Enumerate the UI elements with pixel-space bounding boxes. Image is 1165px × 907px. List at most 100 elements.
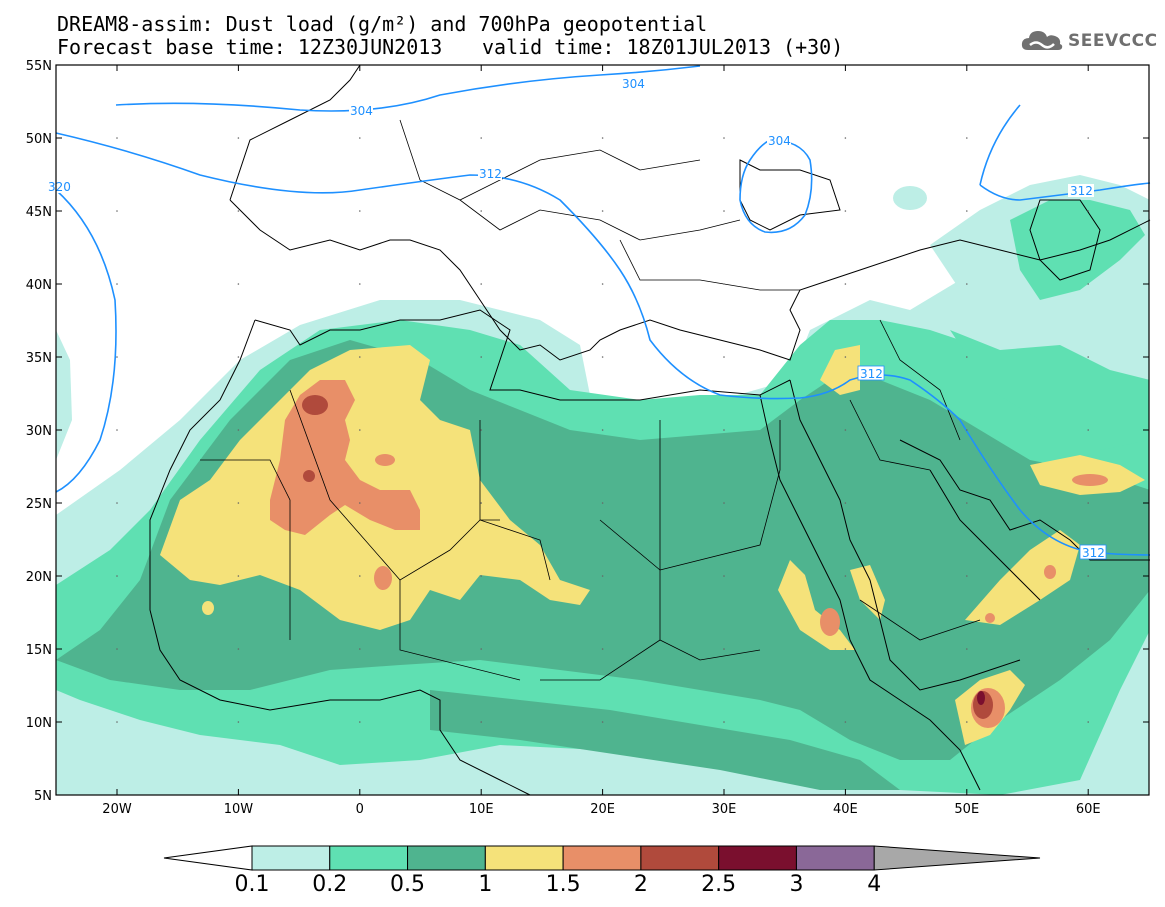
contour-label: 304 <box>350 104 373 118</box>
grid-dot <box>116 502 118 504</box>
grid-dot <box>359 721 361 723</box>
grid-dot <box>237 721 240 723</box>
grid-dot <box>723 502 725 504</box>
grid-dot <box>1087 502 1089 504</box>
grid-dot <box>844 648 847 650</box>
lon-label: 20W <box>102 802 132 817</box>
colorbar-label: 1 <box>478 872 492 897</box>
grid-dot <box>1087 721 1089 723</box>
dust-level-2-morocco <box>302 395 328 415</box>
lon-label: 50E <box>954 802 979 817</box>
grid-dot <box>723 648 725 650</box>
lon-label: 30E <box>712 802 737 817</box>
grid-dot <box>723 137 725 139</box>
grid-dot <box>116 137 118 139</box>
coastlines <box>149 64 1151 796</box>
lat-label: 55N <box>26 59 52 74</box>
lat-label: 20N <box>26 570 52 585</box>
grid-dot <box>480 356 483 358</box>
grid-dot <box>966 429 968 431</box>
grid-dot <box>1087 429 1089 431</box>
colorbar-label: 0.1 <box>235 872 270 897</box>
grid-dot <box>116 356 118 358</box>
grid-dot <box>359 283 361 285</box>
grid-dot <box>359 210 361 212</box>
grid-dot <box>116 429 118 431</box>
colorbar-swatch <box>718 845 797 871</box>
grid-dots <box>116 137 1089 723</box>
valid-time: valid time: 18Z01JUL2013 (+30) <box>482 35 844 59</box>
grid-dot <box>359 429 361 431</box>
dust-level-1.5-spot2 <box>375 454 395 466</box>
grid-dot <box>723 575 725 577</box>
colorbar-label: 1.5 <box>546 872 581 897</box>
contour-label: 312 <box>479 167 502 181</box>
dust-level-0.1-blob <box>893 186 927 210</box>
dust-level-1.5-oman <box>1044 565 1056 579</box>
lat-label: 45N <box>26 205 52 220</box>
grid-dot <box>601 137 604 139</box>
grid-dot <box>844 356 847 358</box>
grid-dot <box>480 648 483 650</box>
dust-level-2-algeria <box>303 470 315 482</box>
grid-dot <box>1087 283 1089 285</box>
dust-level-0.1-west <box>56 330 72 460</box>
grid-dot <box>844 429 847 431</box>
latitude-axis: 55N 50N 45N 40N 35N 30N 25N 20N 15N 10N 5N <box>26 59 1149 804</box>
grid-dot <box>844 721 847 723</box>
grid-dot <box>116 721 118 723</box>
dust-level-0.2-iran <box>950 330 1149 450</box>
colorbar-swatch <box>640 845 720 871</box>
grid-dot <box>237 356 240 358</box>
dust-level-1-oman <box>965 530 1080 625</box>
grid-dot <box>237 283 240 285</box>
grid-dot <box>359 137 361 139</box>
geopotential-contours <box>55 65 1151 556</box>
lat-label: 25N <box>26 497 52 512</box>
grid-dot <box>601 575 604 577</box>
grid-dot <box>966 721 968 723</box>
grid-dot <box>966 356 968 358</box>
grid-dot <box>723 356 725 358</box>
contour-label: 304 <box>768 134 791 148</box>
lat-label: 40N <box>26 278 52 293</box>
lat-label: 10N <box>26 716 52 731</box>
grid-dot <box>966 137 968 139</box>
lat-label: 15N <box>26 643 52 658</box>
grid-dot <box>480 429 483 431</box>
grid-dot <box>601 502 604 504</box>
grid-dot <box>480 575 483 577</box>
colorbar-label: 0.2 <box>312 872 347 897</box>
lon-label: 40E <box>833 802 858 817</box>
grid-dot <box>844 502 847 504</box>
grid-dot <box>966 648 968 650</box>
grid-dot <box>237 575 240 577</box>
grid-dot <box>237 648 240 650</box>
grid-dot <box>1087 648 1089 650</box>
lon-label: 60E <box>1076 802 1101 817</box>
grid-dot <box>359 575 361 577</box>
grid-dot <box>844 210 847 212</box>
grid-dot <box>116 575 118 577</box>
lat-label: 50N <box>26 132 52 147</box>
lon-label: 0 <box>356 802 364 817</box>
grid-dot <box>1087 575 1089 577</box>
grid-dot <box>116 283 118 285</box>
colorbar-left-arrow <box>163 845 253 871</box>
grid-dot <box>237 137 240 139</box>
contour-labels: 304 304 304 312 312 312 312 320 <box>48 77 1107 560</box>
lon-label: 10W <box>224 802 254 817</box>
grid-dot <box>966 502 968 504</box>
colorbar-swatch <box>795 845 875 871</box>
country-borders <box>200 119 981 681</box>
grid-dot <box>723 283 725 285</box>
colorbar-swatch <box>562 845 642 871</box>
grid-dot <box>359 502 361 504</box>
lat-label: 30N <box>26 424 52 439</box>
grid-dot <box>723 721 725 723</box>
grid-dot <box>359 648 361 650</box>
grid-dot <box>601 210 604 212</box>
contour-label: 312 <box>1070 184 1093 198</box>
